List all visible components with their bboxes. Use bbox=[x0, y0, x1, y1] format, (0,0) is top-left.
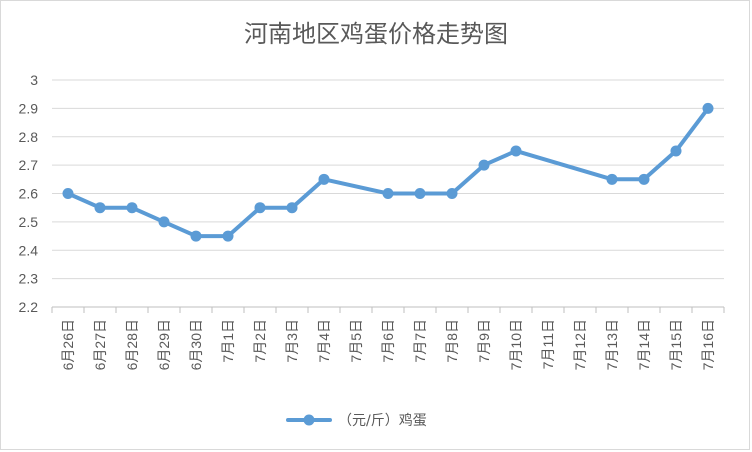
data-point bbox=[478, 159, 490, 171]
data-point bbox=[446, 188, 458, 199]
series-layer bbox=[62, 102, 714, 242]
data-point bbox=[318, 173, 330, 185]
x-axis: 6月26日 6月27日 6月28日 6月29日 6月30日 7月1日 7月2日 7月3日 7月4… bbox=[51, 306, 725, 370]
x-tick-label: 6月29日 bbox=[156, 319, 172, 370]
data-point bbox=[606, 173, 618, 185]
x-tick-label: 7月1日 bbox=[220, 319, 236, 363]
data-point bbox=[126, 202, 138, 214]
data-point bbox=[286, 202, 298, 214]
x-tick-label: 7月13日 bbox=[604, 319, 620, 370]
x-tick-label: 7月7日 bbox=[412, 319, 428, 363]
x-tick-label: 7月10日 bbox=[508, 319, 524, 370]
gridlines bbox=[52, 79, 724, 308]
legend: （元/斤）鸡蛋 bbox=[286, 412, 427, 429]
x-tick-label: 7月14日 bbox=[636, 319, 652, 370]
x-tick-label: 7月8日 bbox=[444, 319, 460, 363]
y-tick-label: 2.8 bbox=[19, 129, 39, 145]
x-tick-label: 7月11日 bbox=[540, 319, 556, 369]
data-point bbox=[382, 188, 394, 199]
x-tick-label: 7月9日 bbox=[476, 319, 492, 363]
data-point bbox=[254, 202, 266, 214]
data-point bbox=[62, 188, 74, 199]
data-point bbox=[158, 216, 170, 228]
x-tick-label: 7月3日 bbox=[284, 319, 300, 363]
y-tick-label: 2.3 bbox=[19, 271, 39, 287]
data-point bbox=[94, 202, 106, 214]
data-point bbox=[638, 173, 650, 185]
x-tick-label: 7月15日 bbox=[668, 319, 684, 370]
legend-marker-icon bbox=[303, 414, 315, 426]
x-tick-label: 7月16日 bbox=[700, 319, 716, 370]
y-tick-label: 2.6 bbox=[19, 186, 39, 202]
y-tick-label: 2.5 bbox=[19, 214, 39, 230]
y-tick-label: 3 bbox=[30, 72, 38, 88]
x-tick-label: 7月12日 bbox=[572, 319, 588, 370]
x-tick-label: 7月2日 bbox=[252, 319, 268, 363]
y-tick-label: 2.7 bbox=[19, 157, 39, 173]
data-point bbox=[222, 230, 234, 242]
x-tick-label: 7月6日 bbox=[380, 319, 396, 363]
x-tick-label: 6月26日 bbox=[60, 319, 76, 370]
y-tick-label: 2.2 bbox=[19, 299, 39, 315]
chart-title: 河南地区鸡蛋价格走势图 bbox=[244, 20, 508, 48]
y-tick-label: 2.9 bbox=[19, 100, 39, 116]
data-point bbox=[190, 230, 202, 242]
data-point bbox=[702, 102, 714, 114]
x-tick-label: 6月28日 bbox=[124, 319, 140, 370]
y-axis-labels: 2.2 2.3 2.4 2.5 2.6 2.7 2.8 2.9 3 bbox=[19, 72, 39, 315]
x-tick-label: 6月27日 bbox=[92, 319, 108, 370]
x-tick-label: 6月30日 bbox=[188, 319, 204, 370]
data-point bbox=[670, 145, 682, 157]
x-tick-label: 7月4日 bbox=[316, 319, 332, 363]
data-point bbox=[510, 145, 522, 157]
x-tick-label: 7月5日 bbox=[348, 319, 364, 363]
legend-label: （元/斤）鸡蛋 bbox=[338, 412, 427, 429]
y-tick-label: 2.4 bbox=[19, 242, 39, 258]
data-point bbox=[414, 188, 426, 199]
